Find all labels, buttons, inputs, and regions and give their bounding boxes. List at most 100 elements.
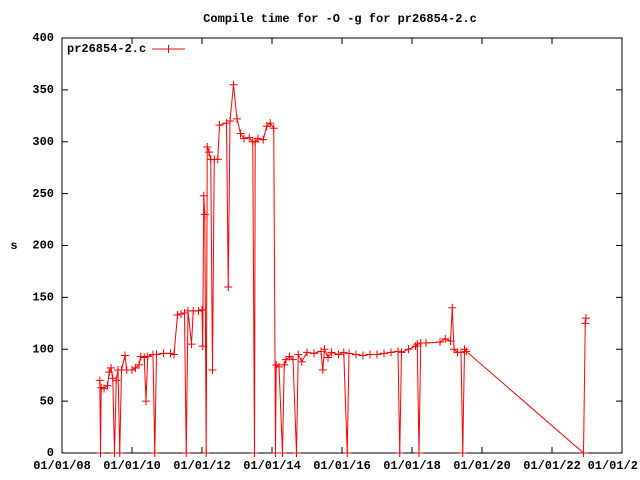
point-marker (96, 449, 105, 457)
x-tick-label: 01/01/16 (313, 459, 371, 473)
point-marker (177, 309, 185, 318)
point-marker (112, 376, 121, 385)
point-marker (458, 449, 467, 457)
point-marker (128, 366, 136, 374)
point-marker (280, 360, 289, 369)
point-marker (343, 449, 352, 457)
point-marker (339, 348, 348, 357)
point-marker (317, 347, 325, 356)
point-marker (359, 351, 367, 360)
y-tick-label: 100 (32, 342, 54, 356)
point-marker (170, 350, 178, 359)
point-marker (266, 119, 275, 128)
point-marker (215, 121, 224, 130)
point-marker (226, 117, 234, 125)
point-marker (413, 340, 422, 349)
point-marker (334, 350, 343, 359)
point-marker (203, 142, 212, 151)
point-marker (581, 314, 590, 323)
point-marker (224, 283, 233, 291)
x-tick-label: 01/01/08 (33, 459, 91, 473)
point-marker (259, 135, 268, 144)
point-marker (579, 449, 588, 457)
point-marker (318, 366, 327, 374)
point-marker (140, 353, 149, 362)
y-tick-label: 150 (32, 291, 54, 305)
point-marker (143, 352, 152, 361)
point-marker (310, 349, 318, 358)
point-marker (297, 357, 306, 366)
point-marker (194, 306, 203, 315)
point-marker (152, 350, 161, 359)
point-marker (303, 348, 311, 357)
data-line (99, 84, 587, 455)
y-tick-label: 50 (40, 394, 54, 408)
point-marker (394, 347, 402, 356)
point-marker (180, 308, 189, 317)
y-tick-label: 300 (32, 135, 54, 149)
point-marker (366, 350, 374, 359)
x-tick-label: 01/01/2 (588, 459, 638, 473)
point-marker (200, 210, 209, 219)
point-marker (187, 340, 196, 349)
x-tick-label: 01/01/18 (383, 459, 441, 473)
point-marker (202, 449, 211, 457)
point-marker (581, 319, 590, 328)
point-marker (105, 368, 114, 377)
point-marker (436, 337, 444, 346)
point-marker (380, 349, 388, 358)
point-marker (387, 348, 395, 357)
x-tick-label: 01/01/14 (243, 459, 301, 473)
point-marker (411, 342, 420, 351)
point-marker (150, 449, 159, 457)
point-marker (460, 345, 469, 354)
point-marker (294, 350, 303, 359)
point-marker (198, 342, 207, 351)
point-marker (107, 363, 115, 372)
x-tick-label: 01/01/10 (103, 459, 161, 473)
point-marker (352, 350, 360, 359)
point-marker (142, 397, 150, 406)
y-axis-label: s (10, 239, 17, 253)
point-marker (135, 360, 143, 369)
point-marker (446, 336, 455, 345)
point-marker (159, 349, 168, 358)
point-marker (208, 366, 217, 374)
point-marker (320, 345, 329, 354)
point-marker (254, 134, 262, 143)
point-marker (173, 311, 182, 320)
point-marker (115, 449, 124, 457)
chart-title: Compile time for -O -g for pr26854-2.c (203, 12, 477, 26)
point-marker (278, 449, 287, 457)
point-marker (373, 350, 381, 359)
legend-marker (164, 45, 173, 53)
y-tick-label: 400 (32, 31, 54, 45)
point-marker (275, 362, 283, 371)
point-marker (199, 191, 208, 200)
point-marker (229, 80, 238, 89)
point-marker (397, 348, 406, 357)
point-marker (345, 349, 353, 358)
point-marker (289, 355, 297, 364)
legend-label: pr26854-2.c (67, 42, 146, 56)
y-tick-label: 0 (47, 446, 54, 460)
point-marker (236, 129, 245, 138)
point-marker (95, 376, 104, 385)
point-marker (441, 334, 450, 343)
point-marker (324, 353, 332, 362)
point-marker (136, 352, 145, 361)
point-marker (121, 351, 129, 360)
point-marker (108, 374, 117, 383)
y-tick-label: 200 (32, 239, 54, 253)
point-marker (422, 339, 430, 348)
point-marker (404, 345, 413, 354)
point-marker (166, 349, 175, 358)
point-marker (269, 124, 278, 133)
point-marker (250, 449, 259, 457)
x-tick-label: 01/01/22 (523, 459, 581, 473)
point-marker (103, 381, 112, 390)
point-marker (462, 347, 471, 356)
point-marker (233, 114, 241, 123)
